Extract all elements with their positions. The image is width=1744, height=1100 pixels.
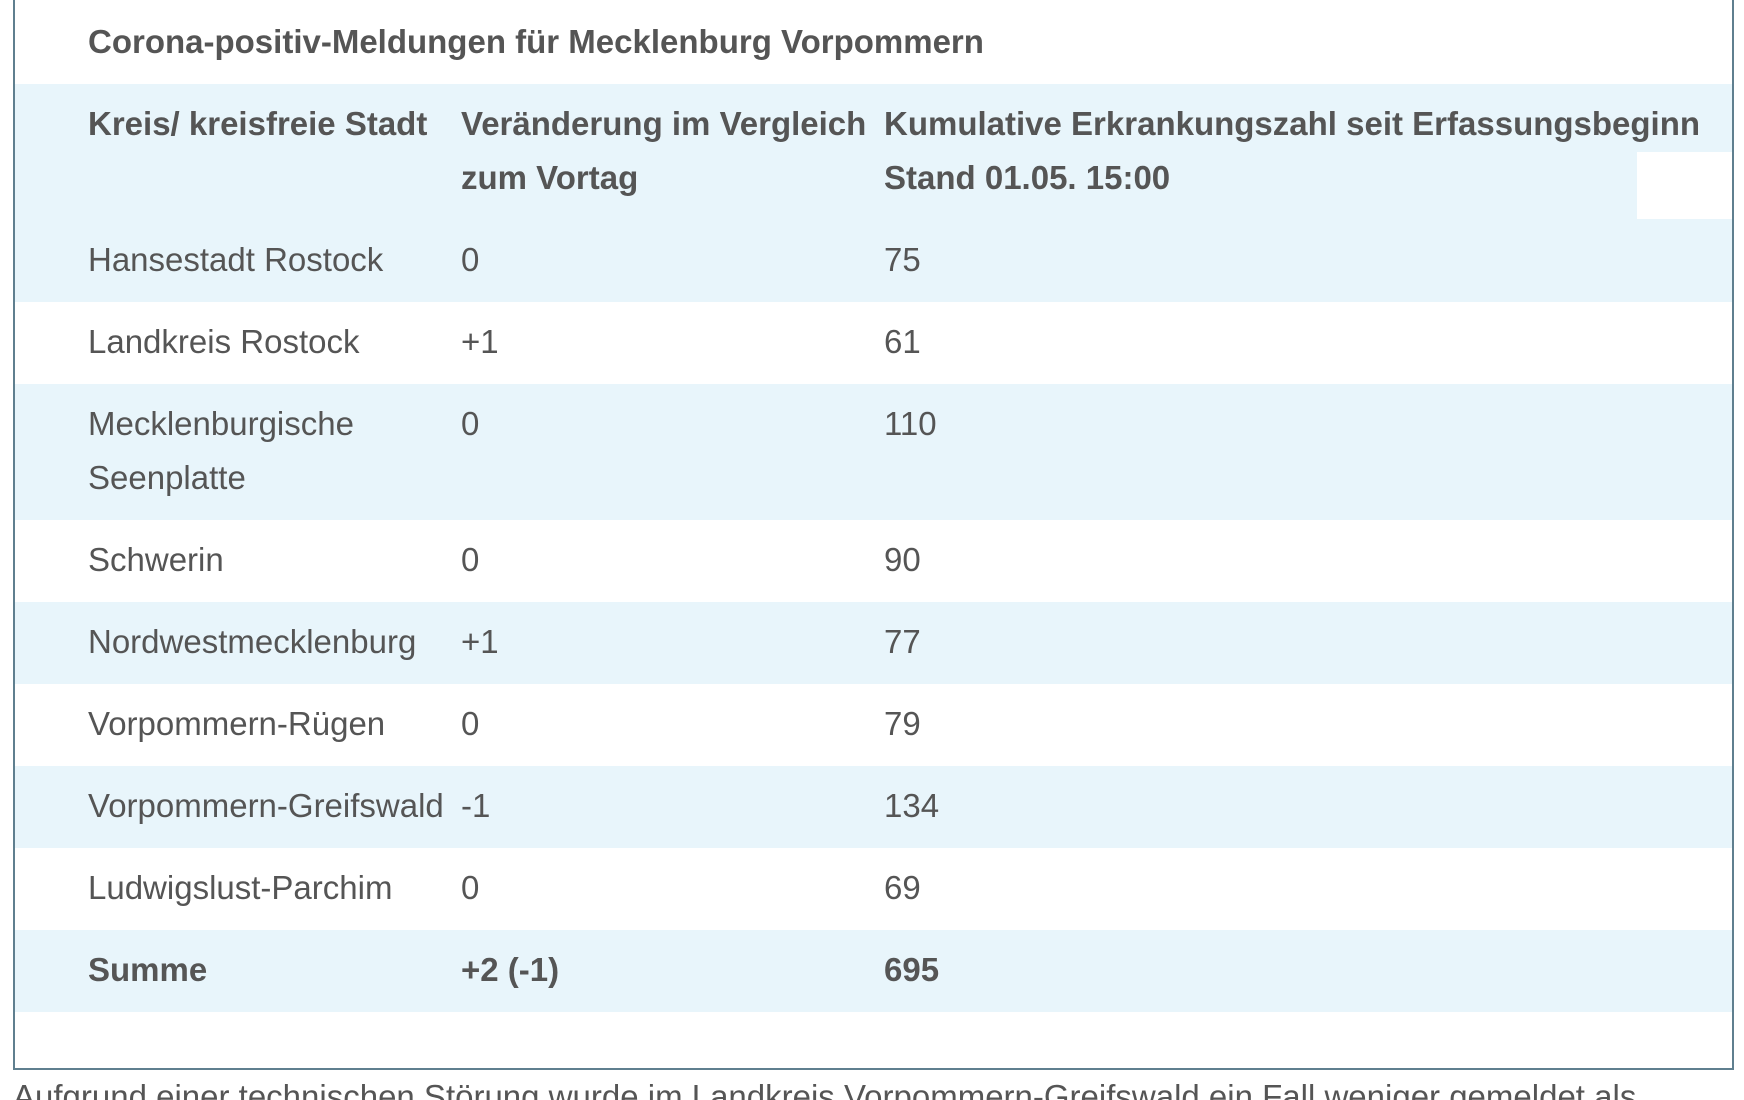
table-cell: Mecklenburgische Seenplatte — [88, 405, 354, 496]
table-cell: 77 — [884, 623, 921, 660]
table-cell: Summe — [88, 951, 208, 988]
header-cell: Kumulative Erkrankungszahl seit Erfassun… — [884, 105, 1701, 196]
table-row: Nordwestmecklenburg +1 77 — [15, 602, 1732, 684]
table-cell: Nordwestmecklenburg — [88, 623, 417, 660]
table-row: Mecklenburgische Seenplatte 0 110 — [15, 384, 1732, 520]
table-cell: Ludwigslust-Parchim — [88, 869, 393, 906]
header-row: Kreis/ kreisfreie Stadt Veränderung im Ve… — [15, 84, 1732, 220]
header-cell: Veränderung im Vergleich zum Vortag — [461, 105, 867, 196]
table-row: Hansestadt Rostock 0 75 — [15, 220, 1732, 302]
table-cell: Schwerin — [88, 541, 224, 578]
table: Kreis/ kreisfreie Stadt Veränderung im Ve… — [15, 84, 1732, 1012]
table-row: Ludwigslust-Parchim 0 69 — [15, 848, 1732, 930]
table-cell: 134 — [884, 787, 940, 824]
table-cell: 0 — [461, 405, 480, 442]
table-cell: Hansestadt Rostock — [88, 241, 384, 278]
table-cell: -1 — [461, 787, 491, 824]
table-row: Vorpommern-Greifswald -1 134 — [15, 766, 1732, 848]
table-cell: 0 — [461, 541, 480, 578]
table-cell: 0 — [461, 705, 480, 742]
table-cell: 110 — [884, 405, 937, 442]
table-cell: 69 — [884, 869, 921, 906]
table-cell: Vorpommern-Rügen — [88, 705, 386, 742]
table-cell: Vorpommern-Greifswald — [88, 787, 444, 824]
table-cell: +1 — [461, 623, 499, 660]
table-row: Landkreis Rostock +1 61 — [15, 302, 1732, 384]
header-cell: Kreis/ kreisfreie Stadt — [88, 105, 428, 142]
table-cell: Landkreis Rostock — [88, 323, 360, 360]
table-cell: 695 — [884, 951, 940, 988]
footnote: Aufgrund einer technischen Störung wurde… — [13, 1078, 1637, 1100]
table-cell: +1 — [461, 323, 499, 360]
table-cell: 0 — [461, 869, 480, 906]
table-cell: 90 — [884, 541, 921, 578]
table-cell: 0 — [461, 241, 480, 278]
table-row: Schwerin 0 90 — [15, 520, 1732, 602]
notch — [1637, 152, 1732, 219]
table-title: Corona-positiv-Meldungen für Mecklenburg… — [88, 23, 984, 60]
table-cell: +2 (-1) — [461, 951, 560, 988]
table-cell: 61 — [884, 323, 921, 360]
table-cell: 79 — [884, 705, 921, 742]
table-box: Corona-positiv-Meldungen für Mecklenburg… — [13, 0, 1734, 1070]
table-row: Vorpommern-Rügen 0 79 — [15, 684, 1732, 766]
table-cell: 75 — [884, 241, 921, 278]
table-row: Summe +2 (-1) 695 — [15, 930, 1732, 1012]
